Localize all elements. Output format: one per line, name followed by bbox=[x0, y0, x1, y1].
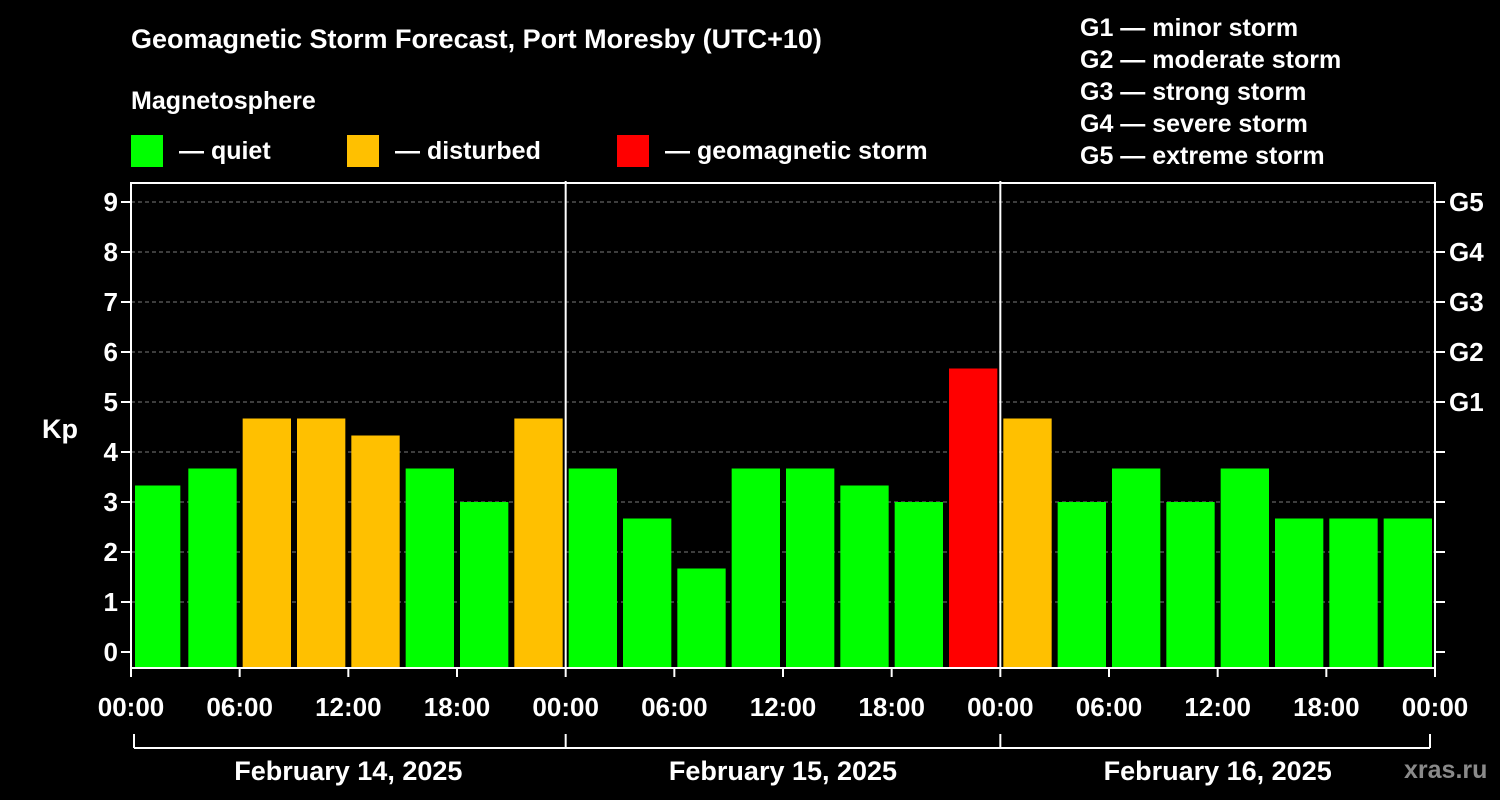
day-label-2: February 15, 2025 bbox=[669, 756, 897, 786]
x-tick-label-0: 00:00 bbox=[98, 692, 165, 722]
day-label-3: February 16, 2025 bbox=[1104, 756, 1332, 786]
legend-swatch-quiet bbox=[131, 135, 163, 167]
storm-scale-g5: G5 — extreme storm bbox=[1080, 142, 1325, 170]
y-tick-label-3: 3 bbox=[104, 487, 118, 517]
kp-bar-21 bbox=[1220, 468, 1269, 668]
right-axis-label-G3: G3 bbox=[1449, 287, 1484, 317]
y-tick-label-6: 6 bbox=[104, 337, 118, 367]
storm-scale-list: G1 — minor storm G2 — moderate storm G3 … bbox=[1080, 12, 1341, 172]
x-tick-label-5: 06:00 bbox=[641, 692, 708, 722]
kp-bar-24 bbox=[1383, 518, 1432, 668]
y-tick-label-8: 8 bbox=[104, 237, 118, 267]
kp-bar-7 bbox=[460, 502, 509, 668]
kp-bar-22 bbox=[1275, 518, 1324, 668]
kp-bar-5 bbox=[351, 435, 400, 668]
watermark: xras.ru bbox=[1404, 756, 1488, 784]
kp-bar-23 bbox=[1329, 518, 1378, 668]
legend-label-storm: — geomagnetic storm bbox=[665, 136, 928, 165]
kp-bar-8 bbox=[514, 418, 563, 668]
x-tick-label-3: 18:00 bbox=[424, 692, 491, 722]
right-axis-label-G1: G1 bbox=[1449, 387, 1484, 417]
x-tick-label-10: 12:00 bbox=[1184, 692, 1251, 722]
kp-bar-20 bbox=[1166, 502, 1215, 668]
storm-scale-g3: G3 — strong storm bbox=[1080, 78, 1307, 106]
kp-bar-16 bbox=[949, 368, 998, 668]
storm-scale-g4: G4 — severe storm bbox=[1080, 110, 1308, 138]
right-axis-label-G4: G4 bbox=[1449, 237, 1484, 267]
x-tick-label-6: 12:00 bbox=[750, 692, 817, 722]
right-axis-label-G2: G2 bbox=[1449, 337, 1484, 367]
kp-bar-2 bbox=[188, 468, 237, 668]
x-tick-label-7: 18:00 bbox=[858, 692, 925, 722]
kp-bar-6 bbox=[405, 468, 454, 668]
y-tick-label-0: 0 bbox=[104, 637, 118, 667]
y-tick-label-4: 4 bbox=[104, 437, 119, 467]
x-tick-label-1: 06:00 bbox=[206, 692, 273, 722]
chart-title: Geomagnetic Storm Forecast, Port Moresby… bbox=[131, 24, 822, 54]
day-label-1: February 14, 2025 bbox=[234, 756, 462, 786]
y-tick-label-9: 9 bbox=[104, 187, 118, 217]
kp-bar-18 bbox=[1057, 502, 1106, 668]
x-tick-label-9: 06:00 bbox=[1076, 692, 1143, 722]
legend-item-disturbed: — disturbed bbox=[347, 134, 541, 168]
right-axis-label-G5: G5 bbox=[1449, 187, 1484, 217]
legend-swatch-disturbed bbox=[347, 135, 379, 167]
kp-bar-3 bbox=[242, 418, 291, 668]
kp-bar-17 bbox=[1003, 418, 1052, 668]
y-tick-label-1: 1 bbox=[104, 587, 118, 617]
kp-bar-11 bbox=[677, 568, 726, 668]
kp-bar-14 bbox=[840, 485, 889, 668]
kp-bar-19 bbox=[1112, 468, 1161, 668]
y-tick-label-5: 5 bbox=[104, 387, 118, 417]
kp-bar-12 bbox=[731, 468, 780, 668]
x-tick-label-12: 00:00 bbox=[1402, 692, 1469, 722]
chart-subtitle: Magnetosphere bbox=[131, 87, 316, 115]
legend-swatch-storm bbox=[617, 135, 649, 167]
storm-scale-g2: G2 — moderate storm bbox=[1080, 46, 1342, 74]
legend-item-quiet: — quiet bbox=[131, 134, 271, 168]
x-tick-label-11: 18:00 bbox=[1293, 692, 1360, 722]
kp-bar-1 bbox=[135, 485, 181, 668]
y-tick-label-2: 2 bbox=[104, 537, 118, 567]
storm-scale-g1: G1 — minor storm bbox=[1080, 14, 1299, 42]
kp-bar-15 bbox=[894, 502, 943, 668]
legend-item-storm: — geomagnetic storm bbox=[617, 134, 928, 168]
y-axis-title: Kp bbox=[42, 414, 78, 444]
legend-label-quiet: — quiet bbox=[179, 136, 271, 165]
legend-label-disturbed: — disturbed bbox=[395, 136, 541, 165]
kp-bar-10 bbox=[623, 518, 672, 668]
x-tick-label-8: 00:00 bbox=[967, 692, 1034, 722]
kp-bar-13 bbox=[786, 468, 835, 668]
kp-bar-4 bbox=[297, 418, 346, 668]
kp-bar-9 bbox=[568, 468, 617, 668]
x-tick-label-2: 12:00 bbox=[315, 692, 382, 722]
x-tick-label-4: 00:00 bbox=[532, 692, 599, 722]
y-tick-label-7: 7 bbox=[104, 287, 118, 317]
